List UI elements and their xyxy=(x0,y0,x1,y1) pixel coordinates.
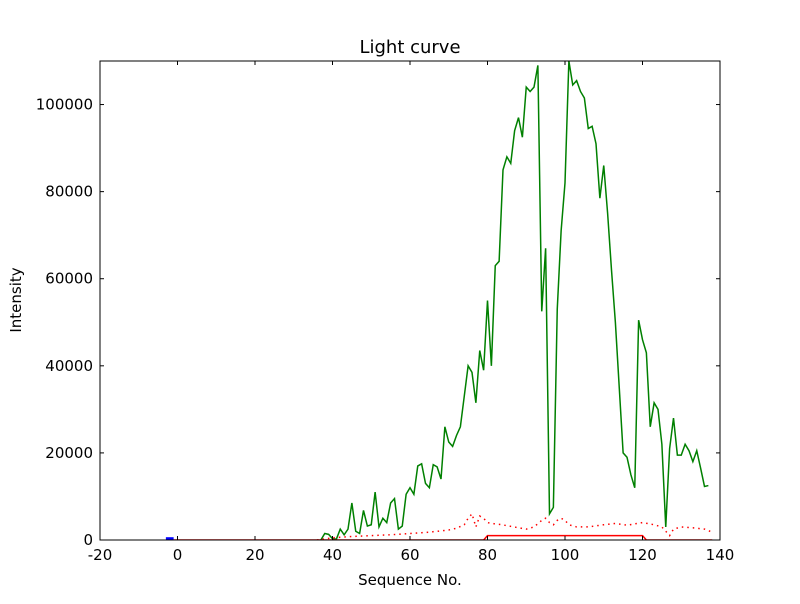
y-tick-label: 60000 xyxy=(45,270,93,288)
x-tick-label: 120 xyxy=(628,546,657,564)
chart-title: Light curve xyxy=(359,37,460,58)
y-tick-label: 80000 xyxy=(45,183,93,201)
x-tick-label: 20 xyxy=(245,546,264,564)
y-tick-label: 0 xyxy=(83,531,93,549)
x-tick-label: -20 xyxy=(88,546,113,564)
x-tick-label: 40 xyxy=(323,546,342,564)
y-tick-label: 40000 xyxy=(45,357,93,375)
y-tick-label: 20000 xyxy=(45,444,93,462)
x-axis-label: Sequence No. xyxy=(358,571,462,589)
x-tick-label: 80 xyxy=(478,546,497,564)
series-flag-line xyxy=(173,534,713,540)
x-tick-label: 60 xyxy=(400,546,419,564)
y-tick-label: 100000 xyxy=(36,96,93,114)
x-tick-label: 0 xyxy=(173,546,183,564)
y-axis-label: Intensity xyxy=(7,267,25,332)
series-intensity-line xyxy=(320,61,709,540)
plot-frame xyxy=(99,60,721,541)
x-tick-label: 140 xyxy=(706,546,735,564)
x-tick-label: 100 xyxy=(551,546,580,564)
